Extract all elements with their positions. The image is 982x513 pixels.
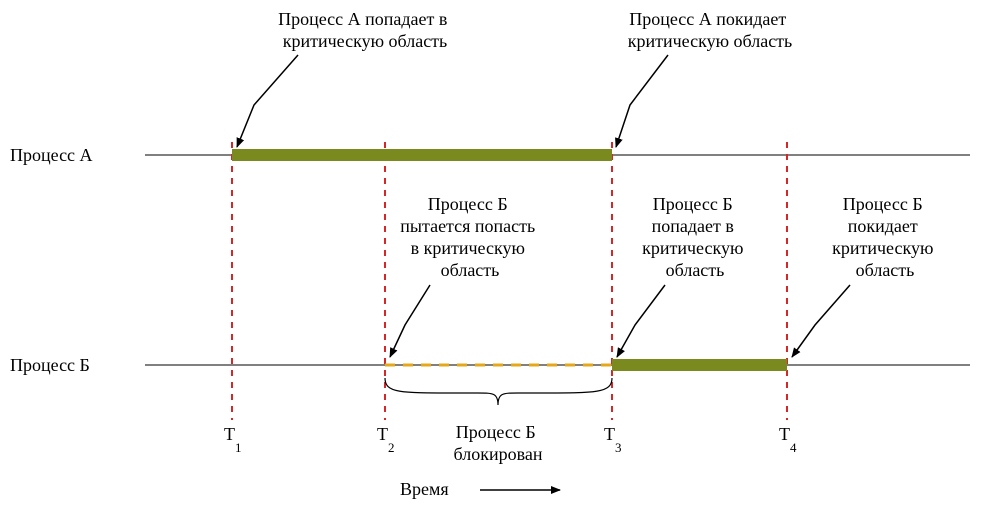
label-process-a: Процесс А: [10, 145, 93, 165]
tick-t4: T4: [779, 424, 797, 455]
bar-b-critical: [612, 359, 787, 371]
tick-t3: T3: [604, 424, 622, 455]
mutex-diagram: Процесс А Процесс Б Процесс А попадает в…: [0, 0, 982, 513]
ann-b-enter: Процесс Б попадает в критическую область: [642, 194, 748, 280]
ann-b-blocked: Процесс Б блокирован: [454, 422, 543, 464]
ann-b-leave: Процесс Б покидает критическую область: [832, 194, 938, 280]
bar-a-critical: [232, 149, 612, 161]
time-axis-label: Время: [400, 479, 449, 499]
arrow-b-enter: [617, 285, 665, 357]
brace-b-blocked: [385, 378, 612, 405]
label-process-b: Процесс Б: [10, 355, 90, 375]
arrow-b-leave: [792, 285, 850, 357]
arrow-a-enter: [237, 55, 298, 147]
ann-a-leave: Процесс А покидает критическую область: [628, 9, 793, 51]
ann-b-try: Процесс Б пытается попасть в критическую…: [400, 194, 539, 280]
tick-t2: T2: [377, 424, 395, 455]
arrow-b-try: [390, 285, 430, 357]
arrow-a-leave: [616, 55, 668, 147]
ann-a-enter: Процесс А попадает в критическую область: [278, 9, 452, 51]
tick-t1: T1: [224, 424, 242, 455]
